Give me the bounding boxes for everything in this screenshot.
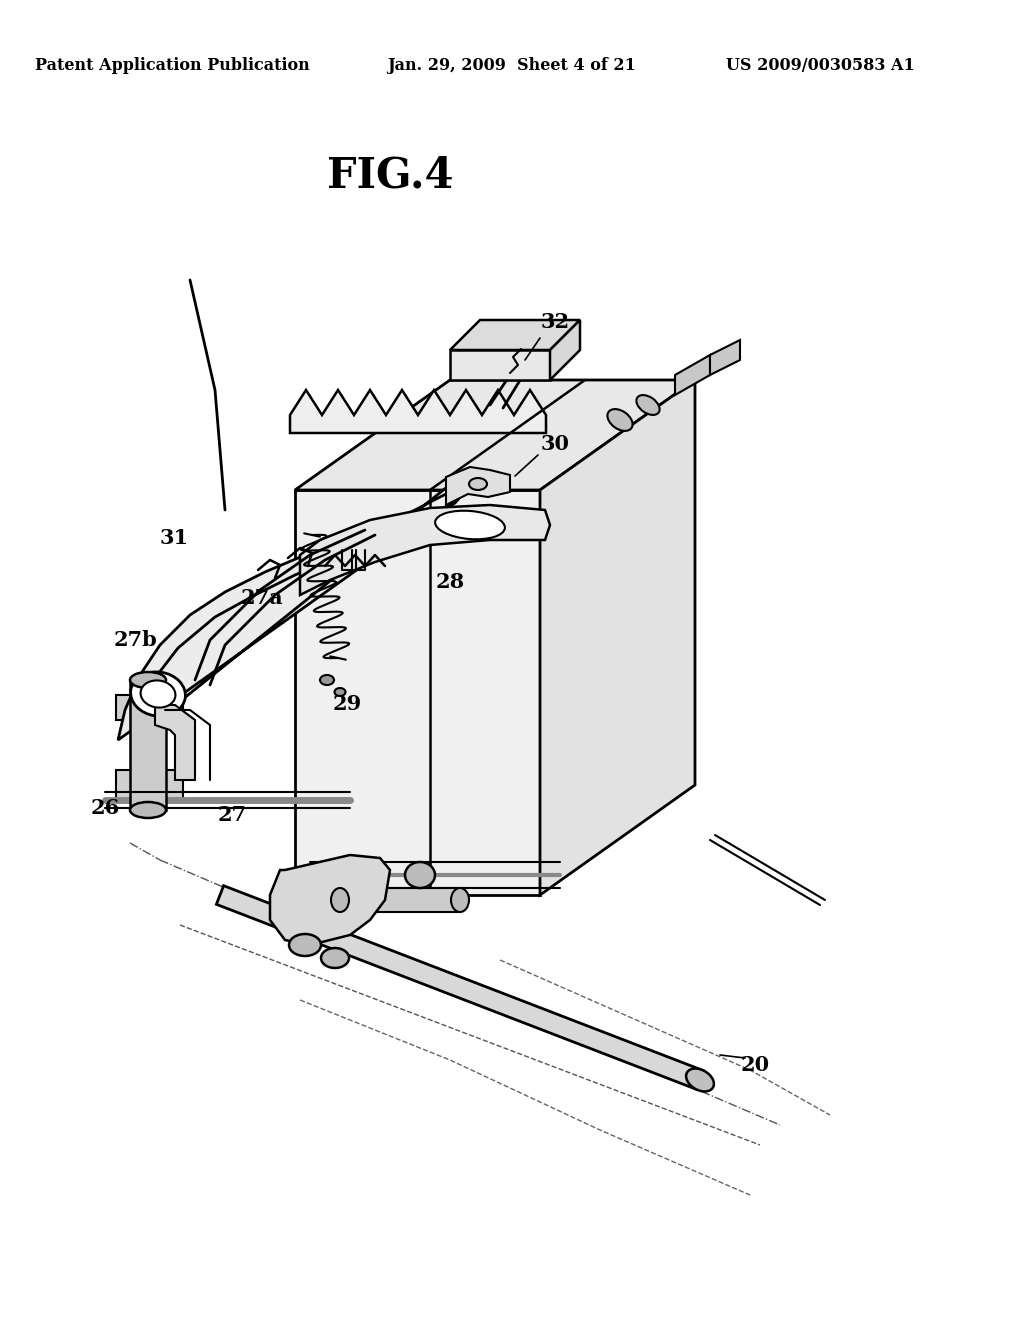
Polygon shape [300, 506, 550, 595]
Polygon shape [130, 680, 166, 810]
Polygon shape [340, 888, 460, 912]
Text: US 2009/0030583 A1: US 2009/0030583 A1 [726, 57, 914, 74]
Ellipse shape [607, 409, 633, 430]
Text: 28: 28 [435, 572, 465, 591]
Polygon shape [155, 705, 195, 780]
Text: 20: 20 [740, 1055, 770, 1074]
Ellipse shape [686, 1069, 714, 1092]
Ellipse shape [130, 803, 166, 818]
Ellipse shape [140, 680, 175, 708]
Polygon shape [450, 319, 580, 350]
Ellipse shape [435, 511, 505, 540]
Ellipse shape [321, 948, 349, 968]
Text: Jan. 29, 2009  Sheet 4 of 21: Jan. 29, 2009 Sheet 4 of 21 [387, 57, 637, 74]
Polygon shape [540, 380, 695, 895]
Text: 27b: 27b [113, 630, 157, 649]
Polygon shape [675, 355, 710, 395]
Polygon shape [270, 855, 390, 945]
Text: Patent Application Publication: Patent Application Publication [35, 57, 309, 74]
Text: FIG.4: FIG.4 [327, 154, 454, 195]
Text: 27: 27 [217, 805, 247, 825]
Polygon shape [550, 319, 580, 380]
Polygon shape [710, 341, 740, 375]
Text: 26: 26 [90, 799, 120, 818]
Text: 32: 32 [541, 312, 569, 333]
Ellipse shape [130, 672, 166, 688]
Ellipse shape [331, 888, 349, 912]
Ellipse shape [636, 395, 659, 414]
Ellipse shape [451, 888, 469, 912]
Text: 30: 30 [541, 434, 569, 454]
Text: 29: 29 [333, 694, 361, 714]
Text: 27a: 27a [241, 587, 284, 609]
Ellipse shape [289, 935, 321, 956]
Polygon shape [446, 467, 510, 506]
Polygon shape [116, 770, 183, 800]
Ellipse shape [131, 672, 185, 717]
Polygon shape [295, 380, 695, 490]
Text: 31: 31 [160, 528, 188, 548]
Polygon shape [216, 886, 703, 1089]
Polygon shape [290, 389, 546, 433]
Polygon shape [450, 350, 550, 380]
Ellipse shape [335, 688, 345, 696]
Ellipse shape [406, 862, 435, 888]
Ellipse shape [469, 478, 487, 490]
Polygon shape [118, 475, 462, 741]
Polygon shape [295, 490, 540, 895]
Ellipse shape [319, 675, 334, 685]
Polygon shape [116, 696, 183, 719]
